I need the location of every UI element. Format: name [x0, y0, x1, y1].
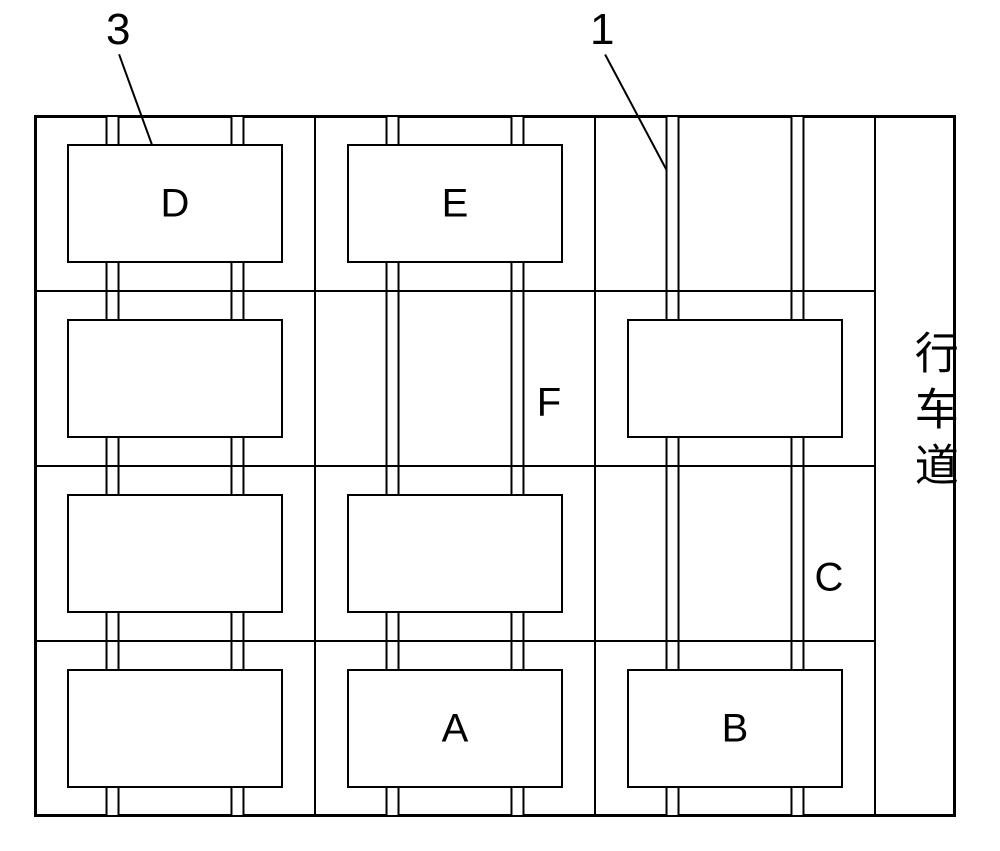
driving-lane-label: 行车道: [905, 330, 958, 498]
car-label-B: B: [722, 706, 749, 751]
car-label-A: A: [442, 706, 469, 751]
gutter-label-F: F: [537, 380, 561, 425]
grid-svg: [0, 0, 1000, 851]
car-label-E: E: [442, 181, 469, 226]
diagram-root: 3 1 行车道 DEABFC: [0, 0, 1000, 851]
gutter-label-C: C: [815, 555, 844, 600]
car-label-D: D: [161, 181, 190, 226]
